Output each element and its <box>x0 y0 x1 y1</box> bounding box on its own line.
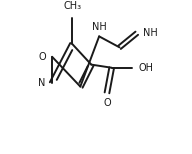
Text: O: O <box>103 97 111 107</box>
Text: CH₃: CH₃ <box>63 1 82 11</box>
Text: NH: NH <box>92 22 107 32</box>
Text: NH: NH <box>143 28 158 38</box>
Text: N: N <box>38 78 46 88</box>
Text: O: O <box>38 52 46 62</box>
Text: OH: OH <box>138 63 153 73</box>
